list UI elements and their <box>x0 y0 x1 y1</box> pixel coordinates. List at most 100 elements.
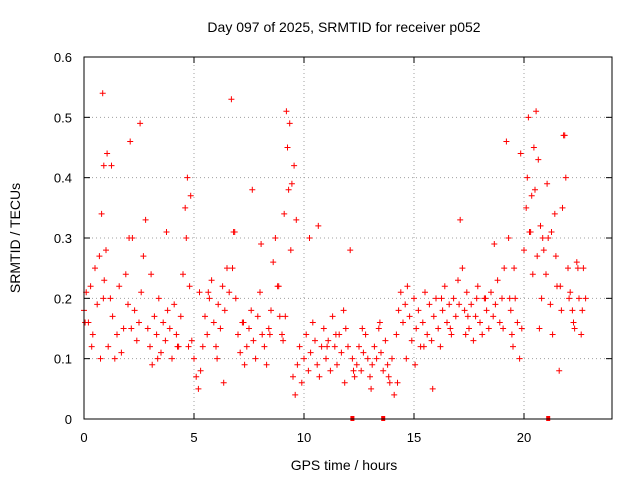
data-point <box>494 277 501 284</box>
data-point <box>82 319 89 326</box>
data-point <box>394 379 401 386</box>
data-point <box>491 241 498 248</box>
data-point <box>536 325 543 332</box>
data-point <box>525 114 532 121</box>
chart-title: Day 097 of 2025, SRMTID for receiver p05… <box>207 19 480 35</box>
data-point <box>205 289 212 296</box>
data-point <box>137 120 144 127</box>
data-point <box>455 277 461 284</box>
data-point <box>327 367 334 374</box>
data-point <box>94 301 101 308</box>
data-point <box>482 295 489 302</box>
y-tick-label: 0.3 <box>54 231 72 246</box>
data-point <box>466 325 472 332</box>
data-point <box>100 295 107 302</box>
data-point <box>362 331 369 338</box>
data-point <box>224 265 230 272</box>
data-point <box>516 355 523 362</box>
data-point <box>456 301 463 308</box>
data-point <box>511 265 518 272</box>
data-point <box>562 174 569 181</box>
data-point <box>261 343 268 350</box>
data-point <box>144 325 151 332</box>
data-point <box>448 331 455 338</box>
data-point <box>551 210 558 217</box>
data-point <box>101 277 108 284</box>
data-point <box>556 367 563 374</box>
data-point <box>576 295 582 302</box>
data-point <box>128 325 135 332</box>
data-point <box>483 307 490 314</box>
data-point <box>294 361 301 368</box>
data-point <box>528 192 535 199</box>
data-point <box>283 108 290 115</box>
data-point <box>479 331 486 338</box>
data-point <box>142 216 149 223</box>
data-point <box>507 307 514 314</box>
data-point <box>369 361 376 368</box>
data-point <box>226 289 233 296</box>
data-point <box>196 289 203 296</box>
data-point <box>523 204 530 211</box>
y-tick-label: 0.2 <box>54 291 72 306</box>
data-point <box>173 331 180 338</box>
data-point <box>155 295 162 302</box>
data-point <box>296 343 303 350</box>
data-point <box>404 283 411 290</box>
data-point <box>472 313 479 320</box>
data-point <box>477 319 483 326</box>
y-tick-label: 0 <box>65 412 72 427</box>
data-point <box>437 343 444 350</box>
data-point <box>96 253 103 260</box>
data-point <box>462 331 469 338</box>
data-point <box>459 265 466 272</box>
data-point <box>92 265 98 272</box>
data-point <box>281 210 288 217</box>
data-point <box>240 319 247 326</box>
data-point <box>183 235 190 241</box>
data-point <box>364 355 371 362</box>
data-point <box>228 96 235 103</box>
data-point <box>382 337 389 344</box>
data-point <box>158 349 164 356</box>
data-point <box>140 253 147 260</box>
data-point <box>435 325 442 332</box>
data-point <box>470 337 477 344</box>
data-point <box>148 271 155 278</box>
data-point <box>292 391 299 398</box>
data-point <box>582 295 589 302</box>
data-point <box>540 247 547 254</box>
data-point <box>254 313 261 320</box>
data-point <box>97 355 104 362</box>
data-point <box>266 331 273 338</box>
data-point <box>341 379 348 386</box>
data-point <box>279 331 285 338</box>
data-point <box>420 343 427 350</box>
data-point <box>537 222 544 229</box>
data-point <box>411 295 417 302</box>
data-point <box>552 253 559 260</box>
data-point <box>249 186 256 193</box>
data-point <box>561 132 568 139</box>
data-point <box>138 289 145 296</box>
data-point <box>309 319 316 326</box>
data-point <box>320 325 327 332</box>
data-point <box>521 247 527 254</box>
data-point <box>329 313 336 320</box>
data-point <box>385 373 392 380</box>
data-point <box>193 373 200 380</box>
x-tick-label: 5 <box>190 430 197 445</box>
data-point <box>447 325 454 332</box>
data-point <box>285 186 292 193</box>
data-point <box>197 367 204 374</box>
data-point <box>220 379 227 386</box>
data-point <box>252 355 259 362</box>
data-point <box>347 247 354 254</box>
data-point <box>533 108 540 115</box>
data-point <box>446 301 453 308</box>
data-point <box>539 235 546 241</box>
data-point <box>195 385 202 392</box>
data-point <box>499 295 505 302</box>
data-point <box>378 349 384 356</box>
